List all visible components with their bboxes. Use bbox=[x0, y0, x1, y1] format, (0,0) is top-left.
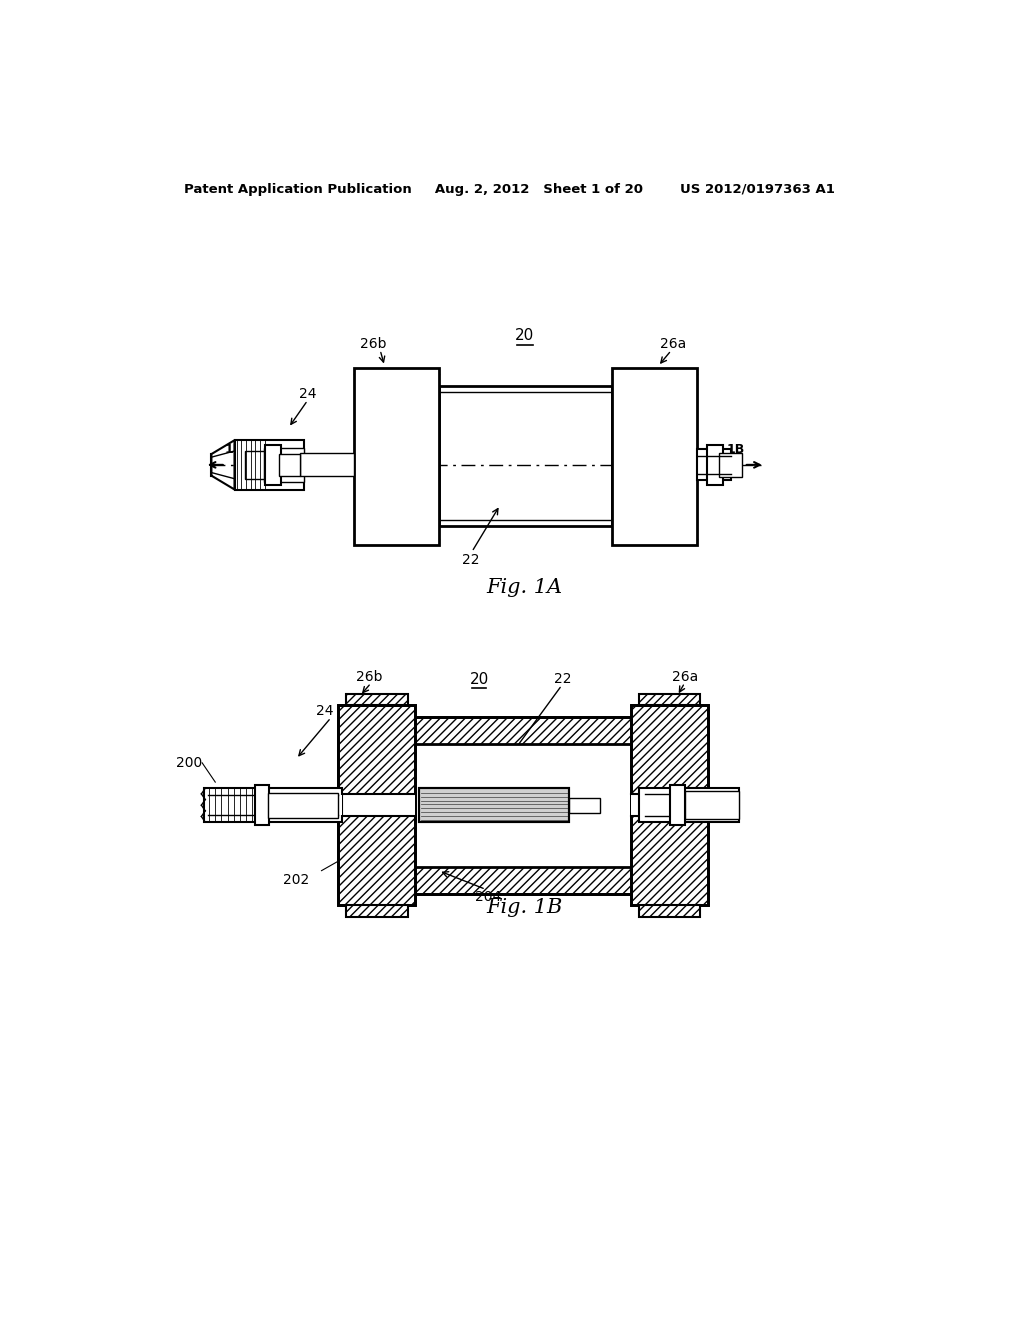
Bar bbox=[354, 368, 438, 545]
Text: 26b: 26b bbox=[359, 337, 386, 351]
Bar bbox=[234, 441, 304, 490]
Bar bbox=[611, 368, 696, 545]
Text: Patent Application Publication     Aug. 2, 2012   Sheet 1 of 20        US 2012/0: Patent Application Publication Aug. 2, 2… bbox=[184, 182, 836, 195]
Text: 22: 22 bbox=[554, 672, 571, 686]
Bar bbox=[438, 387, 611, 527]
Text: 204: 204 bbox=[475, 890, 502, 904]
Bar bbox=[339, 705, 416, 906]
Bar bbox=[639, 788, 739, 822]
Bar bbox=[339, 717, 708, 894]
Bar bbox=[204, 788, 342, 822]
Bar bbox=[280, 454, 300, 475]
Text: 20: 20 bbox=[515, 329, 535, 343]
Bar bbox=[696, 449, 731, 480]
Bar bbox=[267, 793, 339, 817]
Bar bbox=[339, 717, 708, 894]
Text: Fig. 1A: Fig. 1A bbox=[486, 578, 563, 597]
Text: 24: 24 bbox=[315, 704, 334, 718]
Bar bbox=[346, 906, 408, 917]
Bar bbox=[719, 453, 742, 478]
Bar bbox=[419, 788, 569, 822]
Bar bbox=[631, 795, 708, 816]
Bar bbox=[670, 785, 685, 825]
Bar bbox=[685, 792, 739, 818]
Bar bbox=[346, 693, 408, 705]
Text: 26a: 26a bbox=[672, 669, 698, 684]
Text: 1B: 1B bbox=[224, 442, 243, 455]
Bar bbox=[265, 445, 281, 484]
Text: 200: 200 bbox=[176, 756, 202, 770]
Bar bbox=[339, 705, 416, 906]
Text: 26a: 26a bbox=[660, 337, 686, 351]
Text: 24: 24 bbox=[299, 387, 316, 401]
Bar bbox=[639, 693, 700, 705]
Bar bbox=[419, 788, 569, 822]
Bar bbox=[208, 795, 342, 816]
Text: 1B: 1B bbox=[727, 442, 745, 455]
Bar bbox=[631, 705, 708, 906]
Text: Fig. 1B: Fig. 1B bbox=[486, 898, 563, 916]
Bar bbox=[631, 705, 708, 906]
Bar bbox=[707, 445, 724, 484]
Text: 22: 22 bbox=[462, 553, 479, 566]
Text: 202: 202 bbox=[283, 873, 309, 887]
Bar bbox=[245, 451, 267, 479]
Bar bbox=[569, 797, 600, 813]
Bar bbox=[339, 743, 708, 867]
Bar bbox=[339, 795, 416, 816]
Bar bbox=[300, 453, 354, 477]
Text: 26b: 26b bbox=[356, 669, 383, 684]
Bar bbox=[255, 785, 269, 825]
Bar bbox=[264, 447, 304, 482]
Bar bbox=[639, 906, 700, 917]
Text: 20: 20 bbox=[470, 672, 489, 686]
Bar bbox=[645, 795, 739, 816]
